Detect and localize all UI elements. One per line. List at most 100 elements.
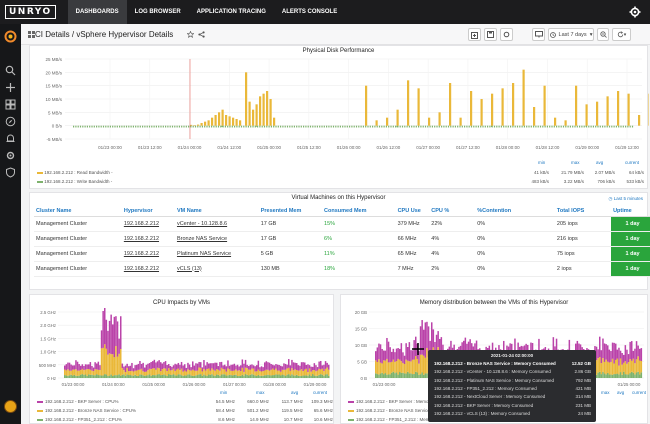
save-dashboard-button[interactable]	[484, 28, 497, 41]
area-segment	[240, 371, 242, 376]
legend-item[interactable]: 192.168.2.212 - FP351_2.212 : CPU%	[37, 417, 122, 422]
table-row[interactable]: Management Cluster 192.168.2.212 vCenter -…	[34, 216, 650, 232]
alerting-icon[interactable]	[5, 133, 16, 144]
area-segment	[168, 364, 170, 369]
area-segment	[464, 337, 467, 358]
view-mode-button[interactable]	[532, 28, 545, 41]
write-bar	[489, 125, 491, 128]
page-title[interactable]: CI Details / vSphere Hypervisor Details	[35, 29, 174, 39]
area-segment	[419, 326, 422, 355]
nav-tab-dashboards[interactable]: DASHBOARDS	[67, 0, 127, 24]
legend-header-max[interactable]: max	[256, 390, 265, 395]
write-bar	[282, 125, 284, 128]
column-header[interactable]: Total IOPS	[554, 207, 612, 217]
column-header[interactable]: VM Name	[174, 207, 259, 217]
legend-item[interactable]: 192.168.2.212 - BKP Server : CPU%	[37, 399, 118, 404]
dashboard-settings-button[interactable]	[500, 28, 513, 41]
area-segment	[206, 369, 208, 376]
search-icon[interactable]	[5, 65, 16, 76]
area-segment	[179, 374, 181, 378]
area-segment	[240, 365, 242, 372]
legend-item-write[interactable]: 192.168.2.212 : Write Bandwidth -	[37, 179, 112, 184]
cpu-impacts-chart[interactable]: 2.5 GHz 2.0 GHz 1.5 GHz 1.0 GHz 500 MHz 0 Hz 0…	[30, 308, 335, 388]
table-cell[interactable]: Platinum NAS Service	[174, 246, 259, 262]
area-segment	[603, 361, 606, 374]
tooltip-series-label: 192.168.2.212 - Platinum NAS Service : M…	[434, 377, 555, 383]
nav-tab-alerts-console[interactable]: ALERTS CONSOLE	[281, 9, 338, 15]
legend-header-current[interactable]: current	[632, 390, 647, 395]
share-icon[interactable]	[198, 31, 205, 38]
legend-header-max[interactable]: max	[601, 390, 610, 395]
table-cell: Management Cluster	[34, 261, 122, 277]
area-segment	[316, 370, 319, 376]
table-row[interactable]: Management Cluster 192.168.2.212 Platinum …	[34, 246, 650, 262]
table-cell[interactable]: Bronze NAS Service	[174, 231, 259, 247]
read-bar	[438, 112, 441, 126]
zoom-out-button[interactable]	[597, 28, 609, 41]
plus-icon[interactable]	[5, 82, 16, 93]
table-cell[interactable]: 192.168.2.212	[121, 216, 175, 232]
legend-header-avg[interactable]: avg	[617, 390, 625, 395]
dashboards-icon[interactable]	[5, 99, 16, 110]
table-row[interactable]: Management Cluster 192.168.2.212 vCLS (13)…	[34, 261, 650, 277]
legend-item[interactable]: 192.168.2.212 - BKP Server : Memory Cons…	[348, 399, 455, 404]
column-header[interactable]: Hypervisor	[121, 207, 175, 217]
area-segment	[391, 361, 393, 373]
column-header[interactable]: Presented Mem	[258, 207, 323, 217]
table-cell[interactable]: 192.168.2.212	[121, 231, 175, 247]
read-bar	[543, 85, 546, 126]
write-bar	[286, 125, 289, 128]
table-cell[interactable]: 192.168.2.212	[121, 261, 175, 277]
legend-item-read[interactable]: 192.168.2.212 : Read Bandwidth -	[37, 170, 113, 175]
table-cell[interactable]: vCenter - 10.128.8.6	[174, 216, 259, 232]
time-range-picker[interactable]: Last 7 days ▾	[548, 28, 594, 41]
disk-performance-chart[interactable]: 25 MB/s 20 MB/s 15 MB/s 10 MB/s 5 MB/s 0 B/s -…	[30, 55, 649, 165]
table-row[interactable]: Management Cluster 192.168.2.212 Bronze NA…	[34, 231, 650, 247]
area-segment	[381, 363, 383, 373]
refresh-button[interactable]: ▾	[612, 28, 631, 41]
column-header[interactable]: Consumed Mem	[322, 207, 396, 217]
legend-item[interactable]: 192.168.2.212 - Bronze NAS Service : CPU…	[37, 408, 136, 413]
avatar[interactable]	[4, 400, 17, 413]
legend-header-current[interactable]: current	[313, 390, 328, 395]
add-panel-button[interactable]	[468, 28, 481, 41]
column-header[interactable]: Cluster Name	[34, 207, 122, 217]
legend-item[interactable]: 192.168.2.212 - Bronze NAS Service : Mem…	[348, 408, 473, 413]
shield-icon[interactable]	[5, 167, 16, 178]
area-segment	[156, 361, 159, 368]
legend-header-avg[interactable]: avg	[291, 390, 299, 395]
area-segment	[273, 375, 276, 378]
area-segment	[185, 371, 188, 376]
nav-tab-log-browser[interactable]: LOG BROWSER	[134, 9, 181, 15]
legend-header-min[interactable]: min	[220, 390, 228, 395]
table-cell[interactable]: vCLS (13)	[174, 261, 259, 277]
area-segment	[211, 368, 213, 375]
column-header[interactable]: %Contention	[475, 207, 555, 217]
column-header[interactable]: CPU Use	[395, 207, 430, 217]
write-bar	[447, 125, 450, 128]
grafana-logo-icon[interactable]	[4, 30, 17, 43]
write-bar	[257, 125, 259, 128]
area-segment	[230, 370, 232, 376]
write-bar	[328, 125, 330, 128]
y-tick-label: 15 MB/s	[45, 84, 62, 89]
legend-header-min[interactable]: min	[538, 160, 546, 165]
legend-header-avg[interactable]: avg	[596, 160, 604, 165]
nav-tab-application-tracing[interactable]: APPLICATION TRACING	[196, 9, 266, 15]
legend-item[interactable]: 192.168.2.212 - FP351_2.212 : Memory Con…	[348, 417, 459, 422]
table-cell[interactable]: 192.168.2.212	[121, 246, 175, 262]
legend-header-current[interactable]: current	[625, 160, 640, 165]
area-segment	[180, 361, 183, 369]
explore-icon[interactable]	[5, 116, 16, 127]
star-icon[interactable]	[187, 31, 194, 38]
column-header[interactable]: Uptime	[611, 207, 650, 217]
column-header[interactable]: CPU %	[429, 207, 476, 217]
area-segment	[80, 374, 82, 378]
legend-header-max[interactable]: max	[571, 160, 580, 165]
read-bar	[365, 85, 368, 126]
settings-icon[interactable]	[5, 150, 16, 161]
gear-icon[interactable]	[629, 6, 641, 18]
y-tick-label: 0 Hz	[47, 376, 56, 381]
unryo-logo[interactable]: UNRYO	[5, 5, 56, 19]
area-segment	[302, 362, 304, 372]
